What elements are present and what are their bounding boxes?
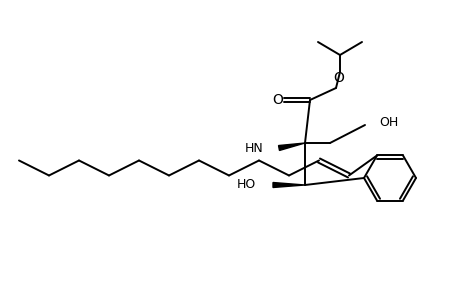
Text: O: O — [333, 71, 344, 85]
Text: O: O — [272, 93, 283, 107]
Text: OH: OH — [378, 116, 397, 130]
Text: HO: HO — [236, 178, 256, 191]
Polygon shape — [278, 143, 304, 151]
Polygon shape — [272, 182, 304, 188]
Text: HN: HN — [245, 142, 263, 154]
